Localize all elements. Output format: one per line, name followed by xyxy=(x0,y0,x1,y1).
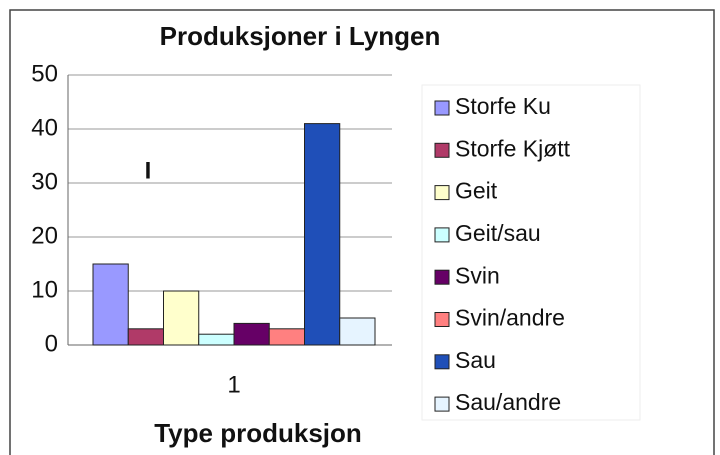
x-axis-label: Type produksjon xyxy=(154,418,362,448)
legend-swatch xyxy=(434,227,450,243)
legend-swatch xyxy=(434,185,450,201)
legend-label: Svin/andre xyxy=(455,305,565,331)
legend-swatch xyxy=(434,100,450,116)
legend-label: Storfe Kjøtt xyxy=(455,135,571,161)
legend-swatch xyxy=(434,354,450,370)
bar xyxy=(304,123,341,346)
legend-label: Geit xyxy=(455,178,498,204)
y-tick-label: 0 xyxy=(45,330,58,357)
frame xyxy=(9,9,715,455)
annotation: I xyxy=(145,157,152,184)
bar xyxy=(127,328,164,346)
legend-swatch xyxy=(434,269,450,285)
y-tick-label: 50 xyxy=(31,60,58,87)
bar xyxy=(198,333,235,346)
x-tick-label: 1 xyxy=(227,371,240,398)
bar xyxy=(163,290,200,346)
legend-label: Sau xyxy=(455,347,496,373)
bar xyxy=(92,263,129,346)
y-tick-label: 10 xyxy=(31,276,58,303)
legend-swatch xyxy=(434,312,450,327)
legend-label: Storfe Ku xyxy=(455,93,551,119)
bar xyxy=(268,328,305,346)
legend-box xyxy=(421,84,641,421)
y-tick-label: 30 xyxy=(31,168,58,195)
bar xyxy=(339,317,376,346)
chart-title: Produksjoner i Lyngen xyxy=(160,21,441,51)
legend-label: Sau/andre xyxy=(455,389,561,415)
legend-label: Geit/sau xyxy=(455,220,541,246)
y-tick-label: 40 xyxy=(31,114,58,141)
legend-swatch xyxy=(434,142,450,158)
y-tick-label: 20 xyxy=(31,222,58,249)
legend-label: Svin xyxy=(455,262,500,288)
bar xyxy=(233,322,270,346)
legend-swatch xyxy=(434,396,450,412)
